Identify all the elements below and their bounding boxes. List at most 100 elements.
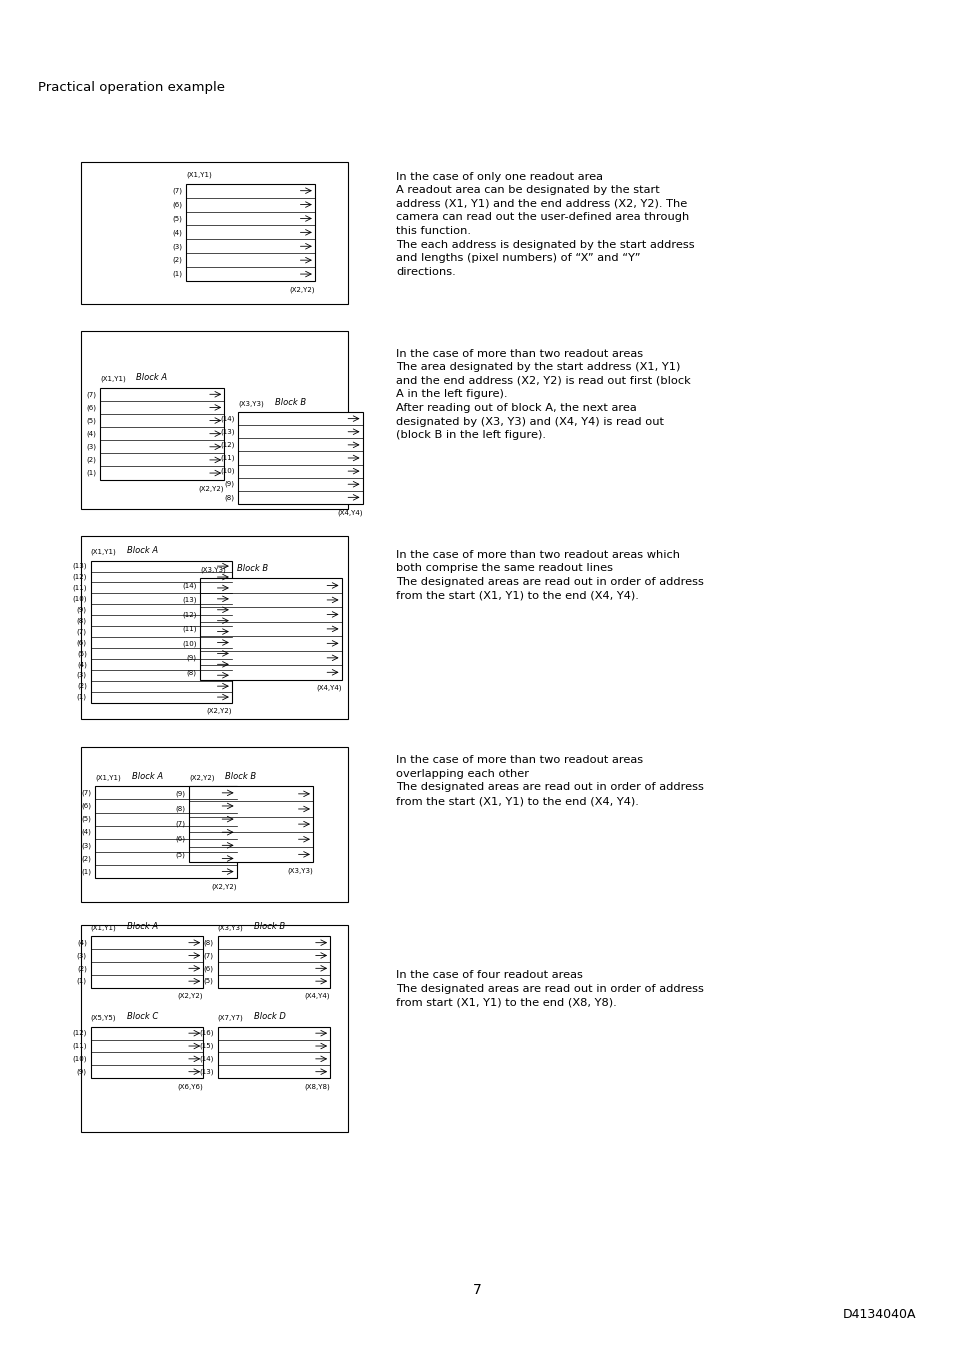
Bar	[81, 162, 348, 304]
Text: (X4,Y4): (X4,Y4)	[315, 685, 341, 692]
Bar	[217, 1027, 330, 1078]
Text: (6): (6)	[172, 201, 182, 208]
Text: (X2,Y2): (X2,Y2)	[206, 708, 232, 715]
Text: Block B: Block B	[225, 771, 256, 781]
Bar	[81, 331, 348, 509]
Text: (8): (8)	[225, 494, 234, 501]
Text: (12): (12)	[220, 442, 234, 449]
Text: (11): (11)	[220, 455, 234, 461]
Text: (3): (3)	[87, 443, 96, 450]
Text: (2): (2)	[77, 965, 87, 971]
Text: (X2,Y2): (X2,Y2)	[211, 884, 236, 890]
Text: (3): (3)	[82, 842, 91, 848]
Text: (7): (7)	[172, 188, 182, 195]
Text: (14): (14)	[199, 1055, 213, 1062]
Bar	[91, 561, 232, 703]
Text: (9): (9)	[187, 655, 196, 661]
Text: (13): (13)	[199, 1069, 213, 1075]
Text: (13): (13)	[72, 563, 87, 569]
Text: (10): (10)	[182, 640, 196, 647]
Text: Block A: Block A	[132, 771, 163, 781]
Text: (X2,Y2): (X2,Y2)	[289, 286, 314, 293]
Text: (9): (9)	[77, 1069, 87, 1075]
Text: (2): (2)	[77, 682, 87, 689]
Text: Block B: Block B	[274, 397, 306, 407]
Text: (X1,Y1): (X1,Y1)	[91, 924, 116, 931]
Text: Block D: Block D	[253, 1012, 285, 1021]
Text: (6): (6)	[87, 404, 96, 411]
Text: (4): (4)	[172, 230, 182, 235]
Text: (5): (5)	[87, 417, 96, 424]
Text: (11): (11)	[72, 1043, 87, 1050]
Text: (7): (7)	[204, 952, 213, 959]
Text: (8): (8)	[175, 805, 185, 812]
Text: In the case of four readout areas
The designated areas are read out in order of : In the case of four readout areas The de…	[395, 970, 703, 1008]
Text: (X3,Y3): (X3,Y3)	[238, 400, 264, 407]
Text: (4): (4)	[87, 431, 96, 436]
Text: (6): (6)	[77, 639, 87, 646]
Text: Block A: Block A	[136, 373, 168, 382]
Text: D4134040A: D4134040A	[841, 1308, 915, 1321]
Text: (X6,Y6): (X6,Y6)	[177, 1084, 203, 1090]
Bar	[189, 786, 313, 862]
Bar	[81, 536, 348, 719]
Text: (X4,Y4): (X4,Y4)	[336, 509, 362, 516]
Text: (5): (5)	[204, 978, 213, 985]
Text: (X3,Y3): (X3,Y3)	[200, 566, 226, 573]
Text: (5): (5)	[172, 215, 182, 222]
Text: (6): (6)	[82, 802, 91, 809]
Text: (2): (2)	[82, 855, 91, 862]
Text: Block A: Block A	[127, 921, 158, 931]
Text: (5): (5)	[175, 851, 185, 858]
Text: (5): (5)	[82, 816, 91, 823]
Text: (14): (14)	[220, 415, 234, 422]
Text: (11): (11)	[182, 626, 196, 632]
Text: (6): (6)	[175, 836, 185, 843]
Text: (10): (10)	[72, 596, 87, 603]
Text: (4): (4)	[77, 939, 87, 946]
Text: (X1,Y1): (X1,Y1)	[91, 549, 116, 555]
Text: (12): (12)	[72, 574, 87, 581]
Text: (X8,Y8): (X8,Y8)	[304, 1084, 330, 1090]
Text: (4): (4)	[77, 661, 87, 667]
Text: (7): (7)	[82, 789, 91, 796]
Text: (8): (8)	[187, 669, 196, 676]
Text: (6): (6)	[204, 965, 213, 971]
Text: 7: 7	[472, 1283, 481, 1297]
Text: (14): (14)	[182, 582, 196, 589]
Bar	[217, 936, 330, 988]
Text: (8): (8)	[77, 617, 87, 624]
Text: Block B: Block B	[236, 563, 268, 573]
Text: (X1,Y1): (X1,Y1)	[100, 376, 126, 382]
Text: Block C: Block C	[127, 1012, 158, 1021]
Text: (10): (10)	[72, 1055, 87, 1062]
Text: (9): (9)	[225, 481, 234, 488]
Text: (10): (10)	[220, 467, 234, 474]
Bar	[238, 412, 362, 504]
Text: In the case of more than two readout areas which
both comprise the same readout : In the case of more than two readout are…	[395, 550, 703, 601]
Text: (X1,Y1): (X1,Y1)	[95, 774, 121, 781]
Text: (4): (4)	[82, 830, 91, 835]
Text: (1): (1)	[87, 470, 96, 477]
Text: (7): (7)	[77, 628, 87, 635]
Text: (12): (12)	[182, 611, 196, 617]
Text: (X2,Y2): (X2,Y2)	[189, 774, 214, 781]
Text: (2): (2)	[87, 457, 96, 463]
Bar	[91, 1027, 203, 1078]
Text: (X3,Y3): (X3,Y3)	[217, 924, 243, 931]
Text: (X1,Y1): (X1,Y1)	[186, 172, 212, 178]
Text: (15): (15)	[199, 1043, 213, 1050]
Text: Block B: Block B	[253, 921, 285, 931]
Text: (1): (1)	[77, 978, 87, 985]
Text: Block A: Block A	[127, 546, 158, 555]
Text: (16): (16)	[199, 1029, 213, 1036]
Bar	[81, 925, 348, 1132]
Text: (13): (13)	[182, 597, 196, 603]
Text: (1): (1)	[82, 869, 91, 875]
Text: (7): (7)	[87, 390, 96, 397]
Text: (11): (11)	[72, 585, 87, 592]
Text: (X7,Y7): (X7,Y7)	[217, 1015, 243, 1021]
Text: (2): (2)	[172, 257, 182, 263]
Text: In the case of more than two readout areas
overlapping each other
The designated: In the case of more than two readout are…	[395, 755, 703, 807]
Text: (1): (1)	[77, 694, 87, 700]
